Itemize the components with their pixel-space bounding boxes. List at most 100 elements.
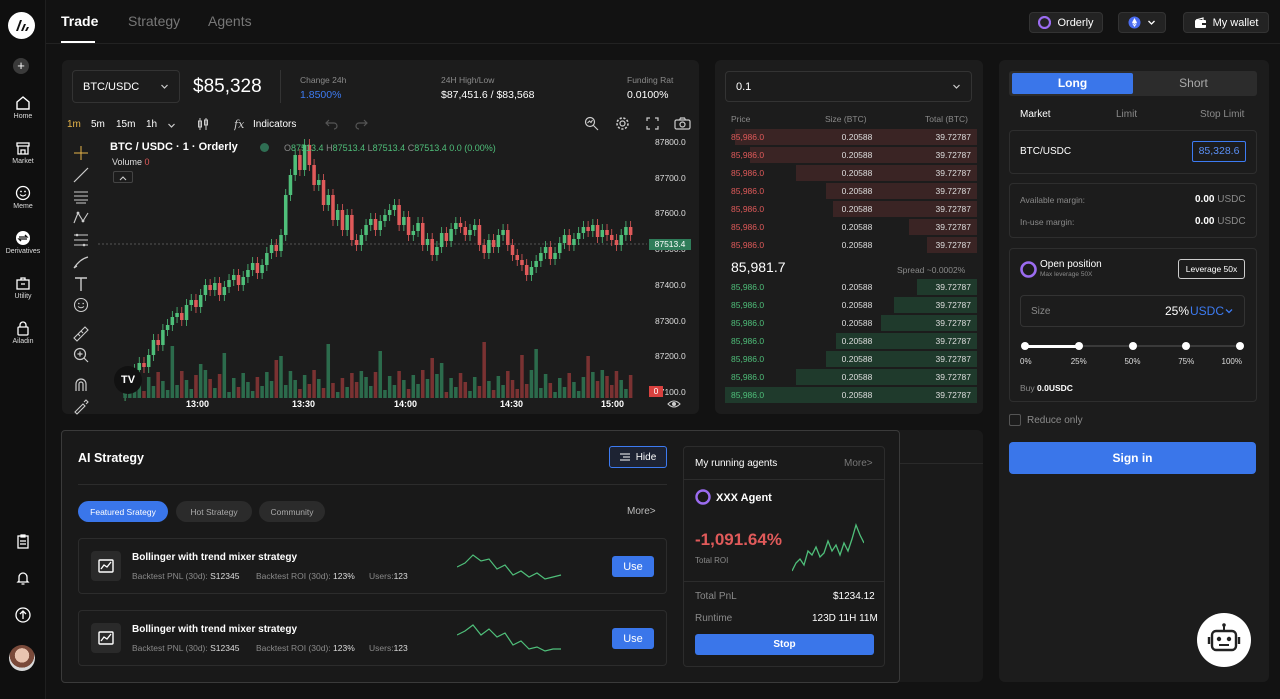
avatar[interactable] [9, 645, 35, 671]
sidebar-item-derivatives[interactable]: Derivatives [0, 230, 46, 255]
bid-row[interactable]: 85,986.0 0.20588 39.72787 [725, 387, 977, 403]
order-type-market[interactable]: Market [1020, 109, 1051, 120]
sidebar-item-market[interactable]: Market [0, 140, 46, 165]
size-input[interactable] [1020, 295, 1245, 327]
candle [298, 155, 302, 170]
slider-stop[interactable] [1182, 342, 1191, 350]
bid-row[interactable]: 85,986.0 0.20588 39.72787 [725, 351, 977, 367]
ask-row[interactable]: 85,986.0 0.20588 39.72787 [725, 237, 977, 253]
fib-icon[interactable] [72, 231, 90, 249]
price-input[interactable]: 85,328.6 [1192, 141, 1246, 162]
camera-icon[interactable] [674, 117, 691, 130]
trendline-icon[interactable] [72, 166, 90, 184]
tab-strategy[interactable]: Strategy [128, 13, 181, 29]
agents-more-link[interactable]: More> [844, 458, 873, 469]
depth-selector[interactable]: 0.1 [725, 71, 972, 102]
timeframe-5m[interactable]: 5m [91, 119, 105, 130]
strategies-more-link[interactable]: More> [627, 506, 656, 517]
size-currency[interactable]: USDC [1190, 304, 1225, 318]
long-tab[interactable]: Long [1012, 73, 1133, 94]
depth-bar [835, 333, 977, 349]
upload-button[interactable] [0, 607, 46, 623]
tab-trade[interactable]: Trade [61, 13, 99, 29]
volume-bar [496, 376, 501, 398]
ask-row[interactable]: 85,986.0 0.20588 39.72787 [725, 183, 977, 199]
volume-legend: Volume 0 [112, 157, 150, 167]
sign-in-button[interactable]: Sign in [1009, 442, 1256, 474]
horizontal-lines-icon[interactable] [72, 188, 90, 206]
eye-icon[interactable] [667, 398, 681, 410]
magnet-icon[interactable] [72, 376, 90, 394]
leverage-button[interactable]: Leverage 50x [1178, 259, 1245, 279]
candle [576, 233, 581, 239]
timeframe-1h[interactable]: 1h [146, 119, 158, 130]
search-chart-icon[interactable] [584, 116, 599, 131]
brush-icon[interactable] [72, 253, 90, 271]
chevron-down-icon[interactable] [1224, 306, 1234, 316]
slider-stop[interactable] [1021, 342, 1029, 350]
bid-row[interactable]: 85,986.0 0.20588 39.72787 [725, 369, 977, 385]
sidebar-item-meme[interactable]: Meme [0, 185, 46, 210]
add-button[interactable]: + [13, 58, 29, 74]
bid-row[interactable]: 85,986.0 0.20588 39.72787 [725, 279, 977, 295]
sidebar-item-ailadin[interactable]: Ailadin [0, 320, 46, 345]
ask-row[interactable]: 85,986.0 0.20588 39.72787 [725, 165, 977, 181]
lock-draw-icon[interactable] [72, 398, 90, 416]
tab-agents[interactable]: Agents [208, 13, 252, 29]
pair-selector[interactable]: BTC/USDC [72, 70, 180, 103]
ask-row[interactable]: 85,986.0 0.20588 39.72787 [725, 201, 977, 217]
ask-row[interactable]: 85,986.0 0.20588 39.72787 [725, 129, 977, 145]
network-selector[interactable] [1118, 12, 1166, 33]
redo-icon[interactable] [355, 118, 368, 130]
candles-icon[interactable] [196, 117, 210, 131]
use-strategy-button[interactable]: Use [612, 556, 654, 577]
funding-label: Funding Rat [627, 75, 674, 85]
price-chart[interactable] [98, 135, 699, 414]
wallet-button[interactable]: My wallet [1183, 12, 1269, 33]
top-nav: Trade Strategy Agents Orderly My wallet [46, 0, 1280, 44]
orderly-button[interactable]: Orderly [1029, 12, 1103, 33]
sidebar-item-utility[interactable]: Utility [0, 275, 46, 300]
fullscreen-icon[interactable] [646, 117, 659, 130]
filter-community[interactable]: Community [259, 501, 325, 522]
use-strategy-button[interactable]: Use [612, 628, 654, 649]
reduce-only-checkbox[interactable] [1009, 414, 1021, 426]
zoom-in-icon[interactable] [72, 346, 90, 364]
order-type-stop-limit[interactable]: Stop Limit [1200, 109, 1245, 120]
bid-row[interactable]: 85,986.0 0.20588 39.72787 [725, 297, 977, 313]
timeframe-1m[interactable]: 1m [67, 119, 81, 130]
gear-icon[interactable] [615, 116, 630, 131]
ruler-icon[interactable] [72, 325, 90, 343]
undo-icon[interactable] [325, 118, 338, 130]
bid-row[interactable]: 85,986.0 0.20588 39.72787 [725, 315, 977, 331]
filter-featured[interactable]: Featured Srategy [78, 501, 168, 522]
ask-row[interactable]: 85,986.0 0.20588 39.72787 [725, 219, 977, 235]
chevron-down-icon [953, 84, 960, 89]
pattern-icon[interactable] [72, 209, 90, 227]
text-icon[interactable] [72, 275, 90, 293]
collapse-legend-button[interactable] [113, 171, 133, 183]
notifications-button[interactable] [0, 570, 46, 586]
chevron-down-icon[interactable] [167, 121, 176, 130]
bid-total: 39.72787 [935, 318, 971, 328]
hide-button[interactable]: Hide [609, 446, 667, 468]
app-logo[interactable] [8, 12, 35, 39]
short-tab[interactable]: Short [1179, 76, 1208, 90]
ask-size: 0.20588 [841, 132, 873, 142]
stop-agent-button[interactable]: Stop [695, 634, 874, 655]
indicators-button[interactable]: Indicators [253, 119, 297, 130]
orders-button[interactable] [0, 533, 46, 549]
emoji-icon[interactable] [72, 296, 90, 314]
slider-stop[interactable] [1236, 342, 1244, 350]
order-type-limit[interactable]: Limit [1116, 109, 1138, 120]
timeframe-15m[interactable]: 15m [116, 119, 136, 130]
sidebar-item-home[interactable]: Home [0, 95, 46, 120]
bid-row[interactable]: 85,986.0 0.20588 39.72787 [725, 333, 977, 349]
slider-stop[interactable] [1128, 342, 1137, 350]
slider-stop[interactable] [1074, 342, 1083, 350]
crosshair-icon[interactable] [72, 144, 90, 162]
volume-bar [222, 353, 227, 398]
ai-assistant-button[interactable] [1197, 613, 1251, 667]
filter-hot[interactable]: Hot Strategy [176, 501, 252, 522]
ask-row[interactable]: 85,986.0 0.20588 39.72787 [725, 147, 977, 163]
